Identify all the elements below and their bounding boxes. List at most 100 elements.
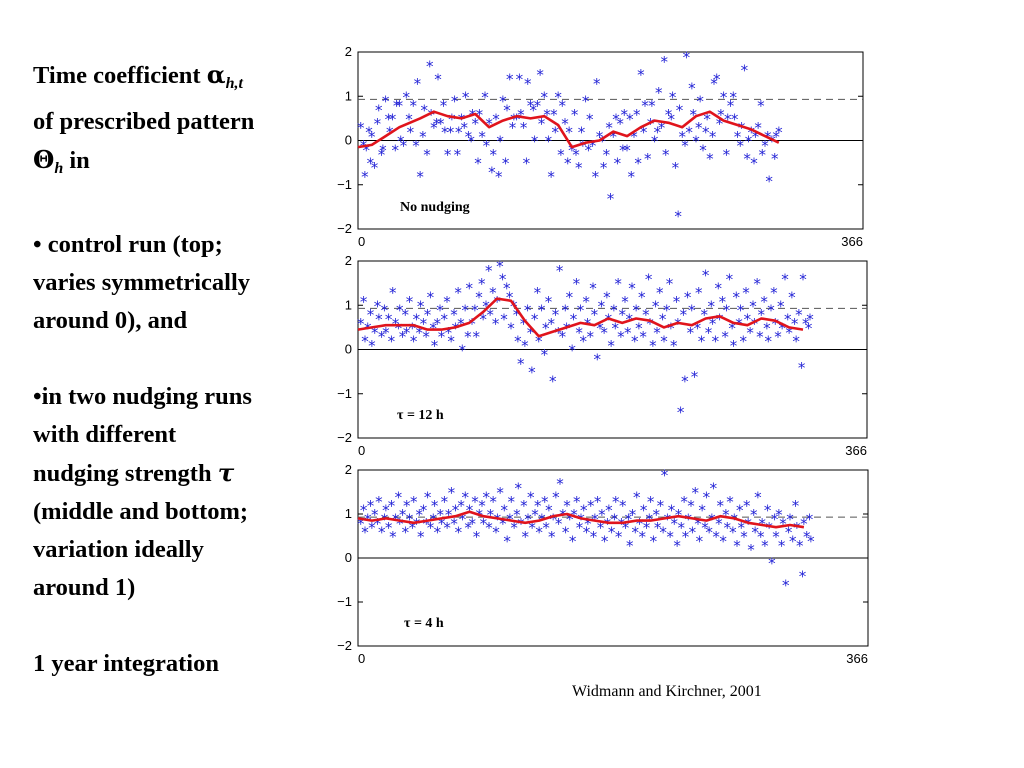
data-point: * [759,146,767,164]
data-point: * [649,337,657,355]
bullet-2-line-6: around 1) [33,574,136,601]
data-point: * [538,302,546,320]
data-point: * [792,497,800,515]
data-point: * [419,128,427,146]
data-point: * [737,302,745,320]
data-point: * [621,106,629,124]
data-point: * [805,319,813,337]
data-point: * [462,488,470,506]
data-point: * [737,519,745,537]
data-point: * [406,510,414,528]
data-point: * [705,324,713,342]
data-point: * [698,333,706,351]
bullet-2-line-1: •in two nudging runs [33,383,252,410]
data-point: * [751,524,759,542]
data-point: * [451,93,459,111]
data-point: * [545,293,553,311]
data-point: * [427,519,435,537]
data-point: * [691,484,699,502]
alpha-symbol: α [206,60,226,89]
bullet-2-line-5: variation ideally [33,536,204,563]
data-point: * [763,319,771,337]
panel-label: τ = 4 h [404,616,444,631]
data-point: * [803,528,811,546]
data-point: * [710,75,718,93]
data-point: * [633,488,641,506]
data-point: * [541,493,549,511]
data-point: * [472,328,480,346]
data-point: * [754,119,762,137]
data-point: * [513,506,521,524]
data-point: * [638,288,646,306]
data-point: * [405,110,413,128]
data-point: * [742,284,750,302]
data-point: * [668,502,676,520]
y-tick-label: −2 [337,638,352,653]
data-point: * [548,528,556,546]
data-point: * [616,115,624,133]
data-point: * [478,275,486,293]
data-point: * [598,133,606,151]
data-point: * [503,102,511,120]
data-point: * [772,528,780,546]
data-point: * [469,515,477,533]
data-point: * [659,524,667,542]
data-point: * [396,302,404,320]
data-point: * [598,506,606,524]
data-point: * [568,342,576,360]
data-point: * [722,506,730,524]
y-tick-label: −1 [337,594,352,609]
data-point: * [600,324,608,342]
data-point: * [459,342,467,360]
data-point: * [586,110,594,128]
data-point: * [750,506,758,524]
data-point: * [712,333,720,351]
data-point: * [705,524,713,542]
data-point: * [415,324,423,342]
data-point: * [719,532,727,550]
data-point: * [726,493,734,511]
bullet-2-line-2: with different [33,421,177,448]
data-point: * [728,319,736,337]
data-point: * [736,137,744,155]
data-point: * [754,488,762,506]
data-point: * [561,115,569,133]
data-point: * [584,515,592,533]
data-point: * [618,306,626,324]
data-point: * [403,324,411,342]
data-point: * [496,257,504,275]
data-point: * [492,524,500,542]
data-point: * [678,519,686,537]
data-point: * [473,528,481,546]
data-point: * [472,115,480,133]
data-point: * [385,311,393,329]
data-point: * [596,128,604,146]
data-point: * [431,497,439,515]
x-tick-label: 366 [841,234,863,249]
data-point: * [578,124,586,142]
x-tick-label: 0 [358,443,365,458]
data-point: * [637,66,645,84]
data-point: * [635,319,643,337]
bullet-2-line-3: nudging strength τ [33,458,235,487]
data-point: * [409,97,417,115]
data-point: * [744,311,752,329]
data-point: * [513,110,521,128]
data-point: * [765,172,773,190]
data-point: * [558,97,566,115]
data-point: * [696,532,704,550]
bullet-1-line-3: around 0), and [33,307,188,334]
data-point: * [653,324,661,342]
data-point: * [687,324,695,342]
footer-text: 1 year integration [33,650,219,677]
data-point: * [713,71,721,89]
data-point: * [552,306,560,324]
data-point: * [485,115,493,133]
data-point: * [389,110,397,128]
data-point: * [556,262,564,280]
data-point: * [636,515,644,533]
data-point: * [503,532,511,550]
data-point: * [535,333,543,351]
data-point: * [572,146,580,164]
data-point: * [714,280,722,298]
